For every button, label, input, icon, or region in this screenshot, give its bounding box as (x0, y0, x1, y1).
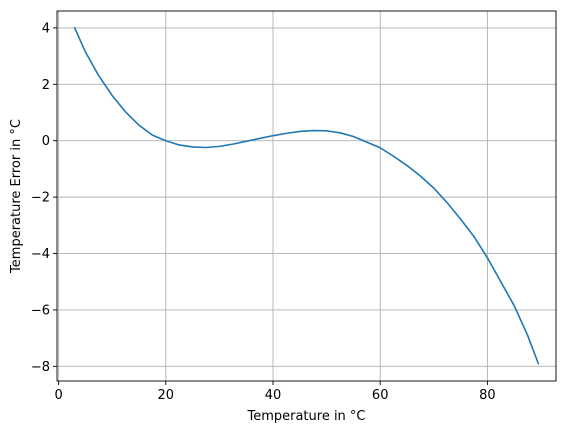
y-tick-label: 4 (42, 21, 50, 36)
x-tick-label: 20 (158, 388, 175, 403)
x-tick-label: 60 (372, 388, 389, 403)
series-line (73, 26, 540, 365)
y-tick-label: −2 (31, 191, 50, 206)
y-tick-label: 0 (42, 134, 50, 149)
y-axis-label: Temperature Error in °C (9, 119, 24, 274)
x-axis-label: Temperature in °C (246, 409, 365, 424)
y-tick-label: −8 (31, 360, 50, 375)
y-tick-label: −4 (31, 247, 50, 262)
x-tick-label: 40 (265, 388, 282, 403)
y-tick-label: 2 (42, 78, 50, 93)
plot-frame (56, 10, 557, 382)
grid (57, 11, 556, 381)
y-tick-label: −6 (31, 303, 50, 318)
x-tick-label: 80 (479, 388, 496, 403)
x-tick-label: 0 (54, 388, 62, 403)
